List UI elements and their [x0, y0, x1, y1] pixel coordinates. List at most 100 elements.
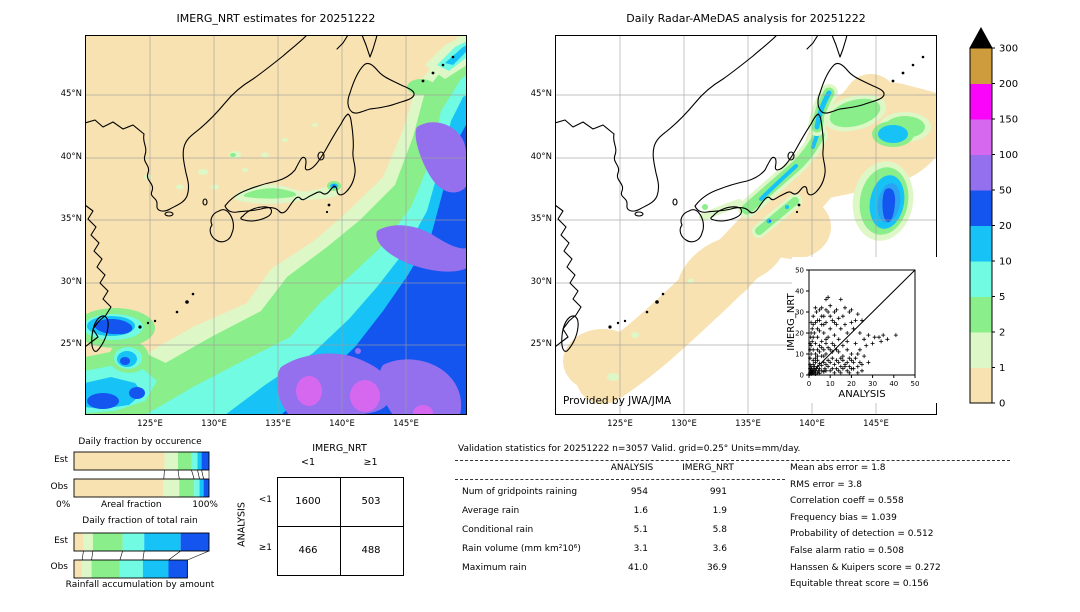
stats-metric: Hanssen & Kuipers score = 0.272: [790, 563, 941, 573]
stats-analysis-value: 3.1: [633, 544, 648, 554]
left-map-title: IMERG_NRT estimates for 20251222: [176, 12, 376, 25]
axis-100-label: 100%: [192, 500, 218, 510]
stats-row-label: Rain volume (mm km²10⁶): [462, 544, 581, 554]
colorbar: 0 1 2 5 10 20 50 100 150 200 300: [969, 26, 1018, 410]
left-map-lon-label: 130°E: [201, 419, 227, 429]
right-map-lon-label: 130°E: [671, 419, 697, 429]
scatter-x-tick: 40: [889, 380, 898, 388]
contingency-col-label-lt1: <1: [300, 457, 315, 468]
stats-metric: Probability of detection = 0.512: [790, 529, 934, 539]
totalrain-obs-label: Obs: [50, 562, 69, 572]
right-map-lat-label: 30°N: [530, 277, 552, 287]
contingency-value-10: 466: [298, 544, 318, 556]
left-map-imerg: [85, 35, 467, 415]
scatter-xlabel: ANALYSIS: [838, 389, 885, 400]
left-map-lat-label: 25°N: [60, 339, 82, 349]
occurrence-est-label: Est: [54, 455, 68, 465]
right-map-lat-label: 45°N: [530, 89, 552, 99]
scatter-x-tick: 50: [911, 380, 920, 388]
stats-row-label: Average rain: [462, 506, 520, 516]
colorbar-tick-label: 100: [999, 150, 1018, 161]
credit-text: Provided by JWA/JMA: [563, 395, 672, 407]
totalrain-title: Daily fraction of total rain: [82, 516, 198, 526]
stats-row-label: Num of gridpoints raining: [462, 487, 578, 497]
colorbar-tick-label: 2: [999, 328, 1005, 339]
scatter-y-tick: 40: [795, 288, 804, 296]
scatter-y-tick: 30: [795, 309, 804, 317]
contingency-row-title: ANALYSIS: [236, 502, 248, 547]
stats-analysis-value: 5.1: [633, 525, 648, 535]
stats-divider-top: [455, 460, 1010, 461]
left-map-lon-label: 145°E: [393, 419, 419, 429]
left-map-lat-label: 45°N: [60, 89, 82, 99]
left-map-precip: [85, 35, 467, 415]
right-map-lat-label: 40°N: [530, 152, 552, 162]
right-map-lon-label: 140°E: [799, 419, 825, 429]
occurrence-bars: [73, 451, 210, 498]
scatter-x-tick: 20: [847, 380, 856, 388]
stats-analysis-value: 41.0: [627, 563, 648, 573]
right-map-lat-label: 35°N: [530, 214, 552, 224]
stats-imerg-value: 3.6: [712, 544, 727, 554]
colorbar-tick-label: 300: [999, 44, 1018, 55]
stats-divider-cols: [455, 479, 785, 480]
left-map-lat-label: 40°N: [60, 152, 82, 162]
right-map-lon-label: 125°E: [607, 419, 633, 429]
stats-header: Validation statistics for 20251222 n=305…: [458, 444, 801, 454]
stats-metric: Frequency bias = 1.039: [790, 513, 897, 523]
scatter-x-tick: 0: [807, 380, 811, 388]
axis-0-label: 0%: [56, 500, 71, 510]
stats-col-analysis: ANALYSIS: [610, 463, 654, 473]
stats-metric: RMS error = 3.8: [790, 480, 862, 490]
contingency-value-11: 488: [361, 544, 381, 556]
occurrence-axis: 0% Areal fraction 100%: [56, 500, 218, 510]
scatter-y-tick: 50: [795, 267, 804, 275]
scatter-points: [807, 295, 898, 376]
right-map-lon-label: 135°E: [735, 419, 761, 429]
right-map-title: Daily Radar-AMeDAS analysis for 20251222: [626, 12, 866, 25]
left-map-lat-label: 30°N: [60, 277, 82, 287]
contingency-col-label-ge1: ≥1: [363, 457, 378, 468]
stats-metric: Equitable threat score = 0.156: [790, 579, 929, 589]
stats-imerg-value: 1.9: [712, 506, 727, 516]
stats-imerg-value: 991: [709, 487, 727, 497]
right-map-lon-label: 145°E: [863, 419, 889, 429]
stats-imerg-value: 36.9: [706, 563, 727, 573]
scatter-ylabel: IMERG_NRT: [786, 292, 797, 350]
scatter-inset: 00 10 10 20 20 30 30 40 40 50 50 ANALYSIS IMERG_NRT: [786, 267, 920, 401]
colorbar-tick-label: 200: [999, 79, 1018, 90]
totalrain-caption: Rainfall accumulation by amount: [65, 580, 215, 590]
left-map-lon-label: 140°E: [329, 419, 355, 429]
contingency-value-01: 503: [361, 495, 381, 507]
stats-imerg-value: 5.8: [712, 525, 727, 535]
axis-title: Areal fraction: [100, 500, 162, 510]
stats-col-imerg: IMERG_NRT: [682, 463, 734, 473]
colorbar-tick-label: 150: [999, 115, 1018, 126]
totalrain-bars: [73, 532, 210, 579]
colorbar-tick-label: 0: [999, 399, 1005, 410]
colorbar-tick-label: 20: [999, 221, 1012, 232]
left-map-lon-label: 135°E: [265, 419, 291, 429]
contingency-grid: [277, 477, 404, 576]
totalrain-est-label: Est: [54, 536, 68, 546]
contingency-row-label-ge1: ≥1: [258, 543, 272, 553]
right-map-lat-label: 25°N: [530, 339, 552, 349]
scatter-x-tick: 30: [868, 380, 877, 388]
occurrence-obs-label: Obs: [50, 482, 69, 492]
stats-analysis-value: 1.6: [633, 506, 648, 516]
stats-row-label: Conditional rain: [462, 525, 534, 535]
left-map-lon-label: 125°E: [137, 419, 163, 429]
occurrence-title: Daily fraction by occurence: [78, 437, 202, 447]
contingency-row-label-lt1: <1: [258, 495, 272, 505]
scatter-x-tick: 10: [826, 380, 835, 388]
stats-row-label: Maximum rain: [462, 563, 527, 573]
stats-metric: Mean abs error = 1.8: [790, 463, 886, 473]
colorbar-tick-label: 5: [999, 292, 1005, 303]
colorbar-tick-label: 50: [999, 186, 1012, 197]
stats-analysis-value: 954: [630, 487, 648, 497]
scatter-y-tick: 10: [795, 351, 804, 359]
colorbar-tick-label: 1: [999, 363, 1005, 374]
contingency-table: IMERG_NRT <1 ≥1 1600 503 466 488 <1 ≥1 A…: [230, 438, 415, 588]
left-map-lat-label: 35°N: [60, 214, 82, 224]
